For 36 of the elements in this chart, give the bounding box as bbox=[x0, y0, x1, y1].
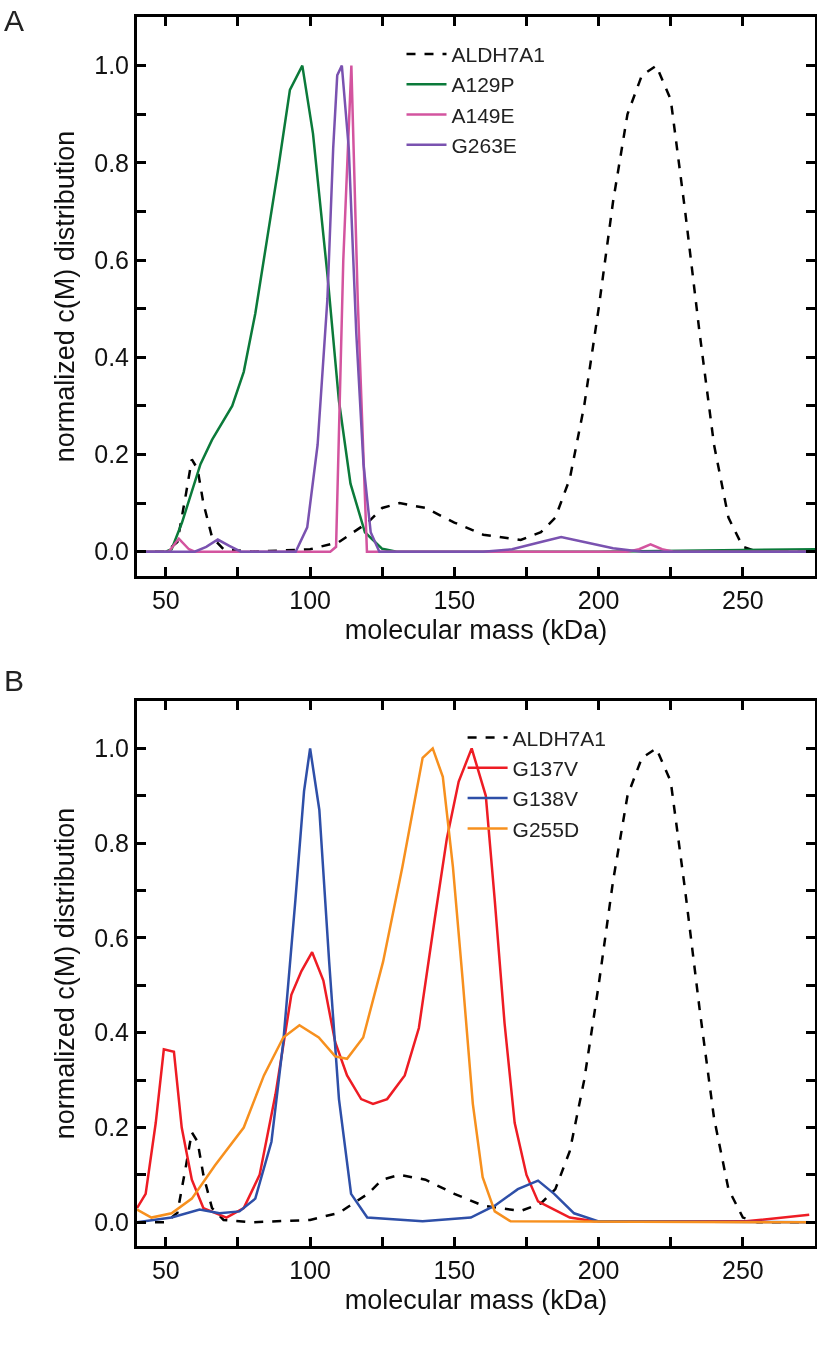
legend-label: ALDH7A1 bbox=[451, 43, 545, 67]
legend-label: ALDH7A1 bbox=[512, 726, 606, 750]
x-axis-title: molecular mass (kDa) bbox=[344, 1285, 608, 1316]
legend-label: G137V bbox=[512, 756, 578, 780]
x-axis-title: molecular mass (kDa) bbox=[344, 615, 608, 646]
x-tick-label: 150 bbox=[433, 1256, 476, 1284]
y-axis-title: normalized c(M) distribution bbox=[50, 130, 81, 463]
y-tick-label: 0.8 bbox=[94, 828, 129, 857]
legend-label: G263E bbox=[451, 134, 517, 158]
x-tick-label: 50 bbox=[151, 586, 180, 614]
y-axis-title: normalized c(M) distribution bbox=[50, 807, 81, 1140]
y-tick-label: 0.6 bbox=[94, 245, 129, 274]
x-tick-label: 50 bbox=[151, 1256, 180, 1284]
x-tick-label: 150 bbox=[433, 586, 476, 614]
x-tick-label: 200 bbox=[577, 1256, 620, 1284]
legend-label: G255D bbox=[512, 817, 580, 841]
x-tick-label: 100 bbox=[289, 1256, 331, 1284]
x-tick-label: 250 bbox=[722, 586, 764, 614]
text: A bbox=[4, 4, 25, 37]
x-tick-label: 100 bbox=[289, 586, 331, 614]
legend-label: A149E bbox=[451, 103, 515, 127]
legend-label: G138V bbox=[512, 787, 578, 811]
y-tick-label: 0.4 bbox=[94, 343, 130, 372]
y-tick-label: 0.0 bbox=[94, 1208, 129, 1237]
y-tick-label: 0.6 bbox=[94, 923, 129, 952]
y-tick-label: 0.2 bbox=[94, 1113, 129, 1142]
y-tick-label: 1.0 bbox=[94, 51, 129, 80]
y-tick-label: 0.8 bbox=[94, 148, 129, 177]
text: B bbox=[4, 664, 25, 697]
y-tick-label: 0.0 bbox=[94, 537, 129, 566]
y-tick-label: 0.4 bbox=[94, 1018, 130, 1047]
x-tick-label: 200 bbox=[577, 586, 620, 614]
x-tick-label: 250 bbox=[722, 1256, 764, 1284]
y-tick-label: 1.0 bbox=[94, 734, 129, 763]
legend-label: A129P bbox=[451, 73, 515, 97]
y-tick-label: 0.2 bbox=[94, 440, 129, 469]
